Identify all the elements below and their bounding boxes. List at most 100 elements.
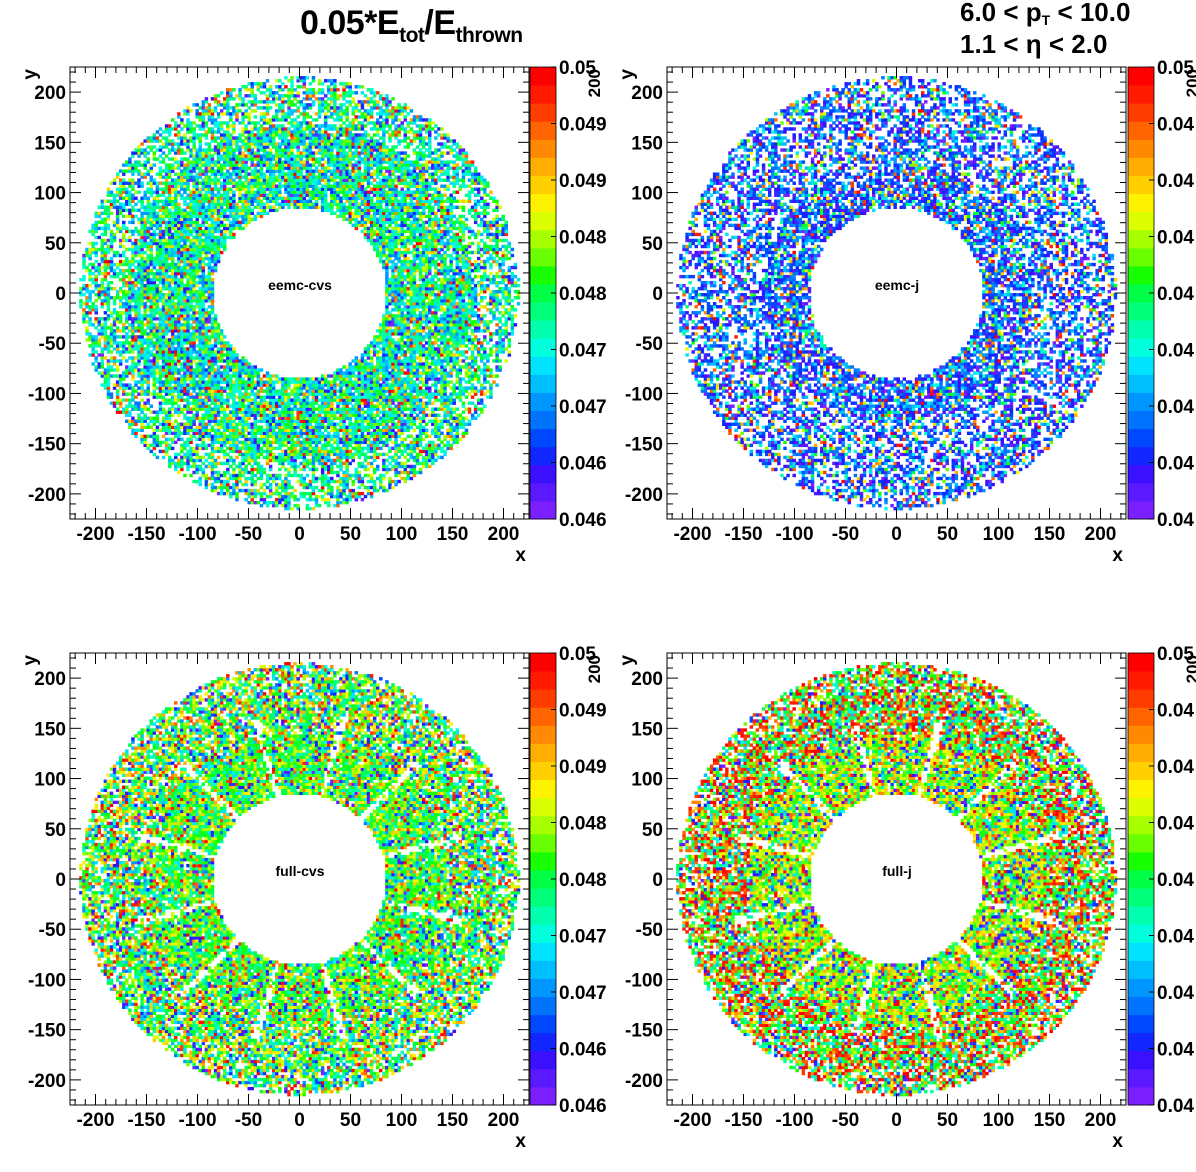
heatmap-cell [113, 239, 116, 242]
heatmap-cell [107, 359, 110, 362]
heatmap-cell [107, 317, 110, 320]
heatmap-cell [101, 221, 104, 224]
heatmap-cell [128, 287, 131, 290]
heatmap-cell [113, 254, 116, 257]
heatmap-cell [125, 398, 128, 401]
heatmap-cell [85, 302, 88, 305]
heatmap-cell [88, 299, 91, 302]
heatmap-cell [107, 350, 110, 353]
heatmap-cell [110, 287, 113, 290]
heatmap-cell [125, 163, 128, 166]
heatmap-cell [98, 365, 101, 368]
heatmap-cell [110, 239, 113, 242]
heatmap-cell [125, 320, 128, 323]
heatmap-cell [116, 290, 119, 293]
heatmap-cell [107, 209, 110, 212]
heatmap-cell [119, 335, 122, 338]
heatmap-cell [131, 344, 134, 347]
heatmap-cell [98, 362, 101, 365]
heatmap-cell [110, 368, 113, 371]
heatmap-cell [116, 175, 119, 178]
heatmap-cell [116, 320, 119, 323]
heatmap-cell [104, 323, 107, 326]
heatmap-cell [116, 365, 119, 368]
heatmap-cell [104, 224, 107, 227]
heatmap-cell [128, 299, 131, 302]
heatmap-cell [98, 248, 101, 251]
heatmap-cell [122, 209, 125, 212]
heatmap-cell [125, 239, 128, 242]
heatmap-cell [122, 254, 125, 257]
heatmap-cell [113, 178, 116, 181]
heatmap-cell [122, 203, 125, 206]
heatmap-cell [125, 296, 128, 299]
heatmap-cell [122, 185, 125, 188]
heatmap-cell [85, 248, 88, 251]
heatmap-cell [125, 314, 128, 317]
heatmap-cell [110, 341, 113, 344]
heatmap-cell [79, 287, 82, 290]
heatmap-cell [107, 296, 110, 299]
heatmap-cell [113, 206, 116, 209]
heatmap-cell [113, 203, 116, 206]
heatmap-cell [98, 269, 101, 272]
heatmap-cell [122, 251, 125, 254]
heatmap-cell [110, 203, 113, 206]
heatmap-cell [94, 320, 97, 323]
heatmap-cell [101, 293, 104, 296]
heatmap-cell [122, 290, 125, 293]
heatmap-cell [131, 377, 134, 380]
heatmap-cell [113, 341, 116, 344]
heatmap-cell [91, 281, 94, 284]
heatmap-cell [107, 299, 110, 302]
heatmap-cell [98, 317, 101, 320]
heatmap-cell [131, 417, 134, 420]
heatmap-cell [94, 341, 97, 344]
heatmap-cell [107, 335, 110, 338]
heatmap-cell [125, 230, 128, 233]
heatmap-cell [116, 224, 119, 227]
heatmap-cell [82, 287, 85, 290]
heatmap-cell [116, 215, 119, 218]
heatmap-cell [128, 163, 131, 166]
heatmap-cell [125, 420, 128, 423]
heatmap-cell [131, 338, 134, 341]
heatmap-cell [113, 287, 116, 290]
heatmap-cell [88, 272, 91, 275]
heatmap-cell [113, 299, 116, 302]
heatmap-cell [116, 383, 119, 386]
heatmap-cell [91, 263, 94, 266]
heatmap-cell [119, 206, 122, 209]
heatmap-cell [98, 323, 101, 326]
heatmap-cell [79, 278, 82, 281]
heatmap-cell [98, 344, 101, 347]
heatmap-cell [98, 371, 101, 374]
heatmap-cell [110, 260, 113, 263]
heatmap-cell [125, 269, 128, 272]
heatmap-cell [113, 302, 116, 305]
heatmap-cell [128, 423, 131, 426]
heatmap-cell [107, 206, 110, 209]
heatmap-cell [107, 347, 110, 350]
heatmap-cell [119, 305, 122, 308]
heatmap-cell [104, 338, 107, 341]
heatmap-cell [125, 281, 128, 284]
heatmap-cell [125, 160, 128, 163]
heatmap-cell [116, 374, 119, 377]
heatmap-cell [119, 185, 122, 188]
heatmap-cell [110, 266, 113, 269]
heatmap-cell [122, 233, 125, 236]
heatmap-cell [125, 335, 128, 338]
heatmap-cell [125, 341, 128, 344]
heatmap-cell [113, 335, 116, 338]
heatmap-cell [79, 293, 82, 296]
heatmap-cell [131, 329, 134, 332]
heatmap-cell [119, 377, 122, 380]
heatmap-cell [113, 356, 116, 359]
heatmap-cell [107, 368, 110, 371]
heatmap-cell [122, 281, 125, 284]
heatmap-cell [122, 206, 125, 209]
heatmap-cell [107, 218, 110, 221]
heatmap-cell [116, 272, 119, 275]
heatmap-cell [116, 335, 119, 338]
